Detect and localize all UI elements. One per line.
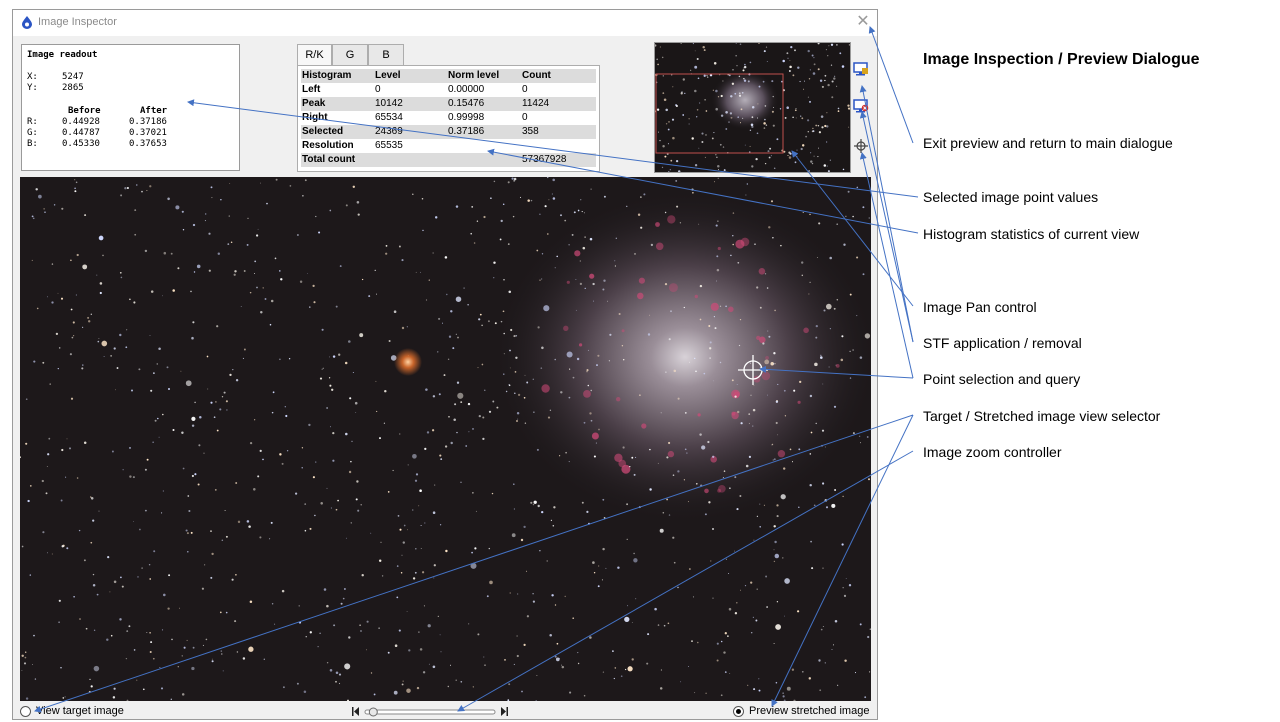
norm-level-cell: 0.15476: [448, 98, 484, 109]
norm-level-cell: 0.00000: [448, 84, 484, 95]
count-cell: 11424: [522, 98, 549, 109]
annotation-histogram-stats: Histogram statistics of current view: [923, 226, 1139, 242]
column-header: Count: [522, 70, 551, 81]
row-label: Resolution: [302, 140, 354, 151]
bottom-bar: View target image Preview stretched imag…: [13, 704, 877, 721]
after-label: After: [140, 106, 167, 116]
annotation-pan-control: Image Pan control: [923, 299, 1037, 315]
app-logo-icon: [21, 16, 33, 29]
norm-level-cell: 0.37186: [448, 126, 484, 137]
tab-g[interactable]: G: [332, 44, 368, 65]
zoom-slider-track[interactable]: [365, 710, 495, 714]
before-value: 0.44928: [62, 117, 100, 127]
preview-stretched-radio[interactable]: [733, 706, 744, 717]
level-cell: 10142: [375, 98, 403, 109]
crosshair-icon[interactable]: [853, 138, 869, 154]
zoom-controller: [350, 705, 510, 719]
tab-b[interactable]: B: [368, 44, 404, 65]
x-label: X:: [27, 72, 38, 82]
close-button[interactable]: ✕: [855, 13, 871, 31]
histogram-table: Histogram Level Norm level Count Left 0 …: [297, 65, 600, 172]
y-value: 2865: [62, 83, 84, 93]
annotation-zoom: Image zoom controller: [923, 444, 1062, 460]
x-value: 5247: [62, 72, 84, 82]
title-bar: Image Inspector ✕: [13, 10, 877, 36]
level-cell: 65535: [375, 140, 403, 151]
norm-level-cell: 0.99998: [448, 112, 484, 123]
level-cell: 65534: [375, 112, 403, 123]
stf-remove-icon[interactable]: [853, 98, 869, 114]
after-value: 0.37653: [129, 139, 167, 149]
table-row: Peak 10142 0.15476 11424: [301, 97, 596, 111]
row-label: Right: [302, 112, 328, 123]
zoom-first-button[interactable]: [352, 707, 359, 716]
column-header: Level: [375, 70, 401, 81]
view-target-label: View target image: [36, 705, 124, 717]
galaxy-image: [20, 177, 871, 701]
view-target-radio[interactable]: [20, 706, 31, 717]
readout-heading: Image readout: [27, 50, 97, 60]
main-image-view[interactable]: [20, 177, 871, 701]
channel-label: R:: [27, 117, 38, 127]
row-label: Peak: [302, 98, 325, 109]
level-cell: 24369: [375, 126, 403, 137]
table-row: Total count 57367928: [301, 153, 596, 167]
image-pan-control[interactable]: [654, 42, 851, 173]
count-cell: 0: [522, 84, 528, 95]
after-value: 0.37186: [129, 117, 167, 127]
channel-label: G:: [27, 128, 38, 138]
tab-rk[interactable]: R/K: [297, 44, 332, 65]
annotation-stf: STF application / removal: [923, 335, 1082, 351]
count-cell: 358: [522, 126, 539, 137]
zoom-slider-handle[interactable]: [369, 708, 377, 716]
table-row: Right 65534 0.99998 0: [301, 111, 596, 125]
window-title: Image Inspector: [38, 16, 117, 28]
table-header-row: Histogram Level Norm level Count: [301, 69, 596, 83]
before-label: Before: [68, 106, 101, 116]
column-header: Histogram: [302, 70, 351, 81]
pan-thumbnail-image: [655, 43, 851, 173]
stf-apply-icon[interactable]: [853, 61, 869, 77]
count-cell: 0: [522, 112, 528, 123]
row-label: Total count: [302, 154, 355, 165]
table-row: Selected 24369 0.37186 358: [301, 125, 596, 139]
before-value: 0.45330: [62, 139, 100, 149]
annotation-point-values: Selected image point values: [923, 189, 1098, 205]
count-cell: 57367928: [522, 154, 567, 165]
preview-stretched-label: Preview stretched image: [749, 705, 869, 717]
after-value: 0.37021: [129, 128, 167, 138]
column-header: Norm level: [448, 70, 499, 81]
y-label: Y:: [27, 83, 38, 93]
before-value: 0.44787: [62, 128, 100, 138]
annotation-exit-preview: Exit preview and return to main dialogue: [923, 135, 1173, 151]
row-label: Left: [302, 84, 320, 95]
annotation-view-selector: Target / Stretched image view selector: [923, 408, 1160, 424]
annotation-point-selection: Point selection and query: [923, 371, 1080, 387]
image-readout-panel: Image readout X: 5247 Y: 2865 Before Aft…: [21, 44, 240, 171]
annotation-title: Image Inspection / Preview Dialogue: [923, 51, 1200, 69]
table-row: Resolution 65535: [301, 139, 596, 153]
table-row: Left 0 0.00000 0: [301, 83, 596, 97]
image-inspector-window: Image Inspector ✕ Image readout X: 5247 …: [12, 9, 878, 720]
row-label: Selected: [302, 126, 343, 137]
channel-label: B:: [27, 139, 38, 149]
level-cell: 0: [375, 84, 381, 95]
zoom-last-button[interactable]: [501, 707, 508, 716]
